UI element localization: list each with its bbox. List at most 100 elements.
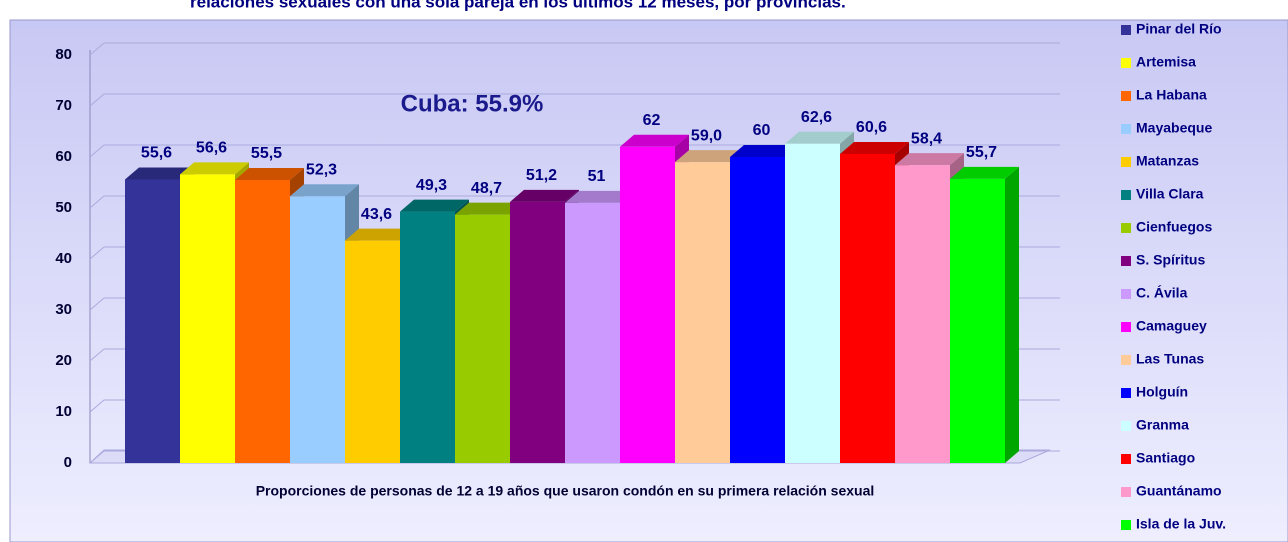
grid-connector: [89, 195, 105, 209]
legend-swatch: [1121, 454, 1131, 464]
bar-top: [180, 162, 249, 175]
bar: [510, 201, 565, 463]
data-label: 60,6: [856, 119, 887, 136]
bar: [620, 146, 675, 464]
legend-label: S. Spíritus: [1136, 252, 1205, 268]
bar-top: [125, 167, 194, 180]
data-label: 48,7: [471, 180, 502, 197]
y-tick-label: 40: [55, 250, 72, 267]
bar: [840, 153, 895, 463]
data-label: 49,3: [416, 177, 447, 194]
legend-swatch: [1121, 223, 1131, 233]
data-label: 62,6: [801, 109, 832, 126]
legend-label: Guantánamo: [1136, 483, 1222, 499]
grid-connector: [89, 297, 105, 311]
bar-top: [235, 167, 304, 180]
legend-label: Las Tunas: [1136, 351, 1204, 367]
bar-top: [675, 150, 744, 163]
legend-label: Villa Clara: [1136, 186, 1204, 202]
legend-swatch: [1121, 91, 1131, 101]
grid-connector: [89, 399, 105, 413]
grid-connector: [89, 246, 105, 260]
legend-label: Holguín: [1136, 384, 1188, 400]
bar: [180, 174, 235, 463]
legend-swatch: [1121, 487, 1131, 497]
bar: [235, 179, 290, 463]
annotation: Cuba: 55.9%: [401, 90, 544, 117]
legend-swatch: [1121, 421, 1131, 431]
x-axis-title: Proporciones de personas de 12 a 19 años…: [256, 483, 875, 499]
legend-label: La Habana: [1136, 87, 1207, 103]
bar: [345, 240, 400, 463]
data-label: 60: [753, 122, 771, 139]
data-label: 55,5: [251, 145, 282, 162]
y-tick-label: 20: [55, 352, 72, 369]
bar-top: [785, 131, 854, 144]
legend-label: Santiago: [1136, 450, 1195, 466]
grid-connector: [89, 42, 105, 56]
grid-connector: [89, 450, 105, 464]
legend-swatch: [1121, 289, 1131, 299]
bar-top: [345, 228, 414, 241]
grid-connector: [89, 348, 105, 362]
legend-label: Mayabeque: [1136, 120, 1212, 136]
bar-top: [565, 190, 634, 203]
legend-label: Granma: [1136, 417, 1189, 433]
legend-label: Isla de la Juv.: [1136, 516, 1226, 532]
legend-swatch: [1121, 388, 1131, 398]
bar: [400, 211, 455, 463]
grid-connector: [89, 93, 105, 107]
y-tick-label: 60: [55, 148, 72, 165]
data-label: 52,3: [306, 161, 337, 178]
legend-label: Matanzas: [1136, 153, 1199, 169]
bar-side: [1005, 166, 1019, 463]
legend-label: Cienfuegos: [1136, 219, 1212, 235]
legend-label: Camaguey: [1136, 318, 1207, 334]
legend-swatch: [1121, 520, 1131, 530]
legend-swatch: [1121, 58, 1131, 68]
bar-top: [840, 141, 909, 154]
bar-top: [730, 145, 799, 157]
data-label: 51: [588, 168, 606, 185]
legend-label: Pinar del Río: [1136, 21, 1222, 37]
y-tick-label: 10: [55, 403, 72, 420]
bar: [565, 202, 620, 463]
legend-label: C. Ávila: [1136, 285, 1188, 301]
bar: [290, 196, 345, 463]
data-label: 55,7: [966, 144, 997, 161]
y-tick-label: 0: [64, 454, 72, 471]
data-label: 43,6: [361, 206, 392, 223]
data-label: 58,4: [911, 130, 942, 147]
bar: [730, 157, 785, 463]
y-tick-label: 50: [55, 199, 72, 216]
bar: [785, 143, 840, 464]
bar-top: [290, 184, 359, 197]
bar: [950, 178, 1005, 463]
grid-connector: [89, 144, 105, 158]
legend-swatch: [1121, 322, 1131, 332]
legend-swatch: [1121, 157, 1131, 167]
data-label: 51,2: [526, 167, 557, 184]
data-label: 59,0: [691, 127, 722, 144]
bar: [675, 162, 730, 463]
legend-swatch: [1121, 190, 1131, 200]
data-label: 62: [643, 112, 661, 129]
bar: [455, 214, 510, 463]
data-label: 55,6: [141, 145, 172, 162]
legend-label: Artemisa: [1136, 54, 1196, 70]
bar-top: [400, 199, 469, 212]
legend-swatch: [1121, 25, 1131, 35]
bar-top: [510, 189, 579, 202]
bar-top: [950, 166, 1019, 179]
bar: [895, 165, 950, 463]
bar: [125, 179, 180, 463]
y-tick-label: 80: [55, 46, 72, 63]
legend-swatch: [1121, 124, 1131, 134]
chart-title: relaciones sexuales con una sola pareja …: [190, 0, 846, 11]
bar-top: [455, 202, 524, 215]
legend-swatch: [1121, 355, 1131, 365]
y-tick-label: 30: [55, 301, 72, 318]
data-label: 56,6: [196, 140, 227, 157]
